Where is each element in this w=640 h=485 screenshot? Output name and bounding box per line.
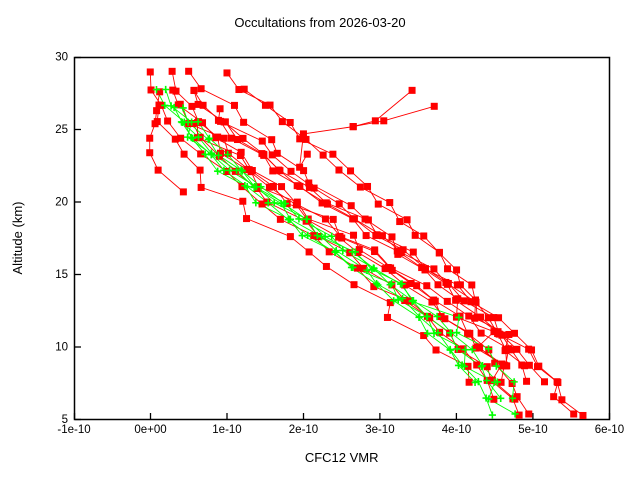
svg-text:Altitude (km): Altitude (km) [10, 202, 25, 275]
svg-text:CFC12 VMR: CFC12 VMR [305, 450, 379, 465]
svg-text:5e-10: 5e-10 [518, 424, 547, 436]
svg-text:6e-10: 6e-10 [595, 424, 624, 436]
svg-text:0e+00: 0e+00 [134, 424, 166, 436]
svg-text:1e-10: 1e-10 [212, 424, 241, 436]
svg-text:5: 5 [62, 414, 68, 426]
svg-text:2e-10: 2e-10 [289, 424, 318, 436]
svg-text:15: 15 [55, 269, 68, 281]
svg-text:4e-10: 4e-10 [442, 424, 471, 436]
svg-text:Occultations from 2026-03-20: Occultations from 2026-03-20 [234, 15, 405, 30]
svg-text:3e-10: 3e-10 [365, 424, 394, 436]
svg-text:20: 20 [55, 197, 68, 209]
svg-text:30: 30 [55, 52, 68, 64]
svg-text:10: 10 [55, 342, 68, 354]
svg-text:25: 25 [55, 124, 68, 136]
